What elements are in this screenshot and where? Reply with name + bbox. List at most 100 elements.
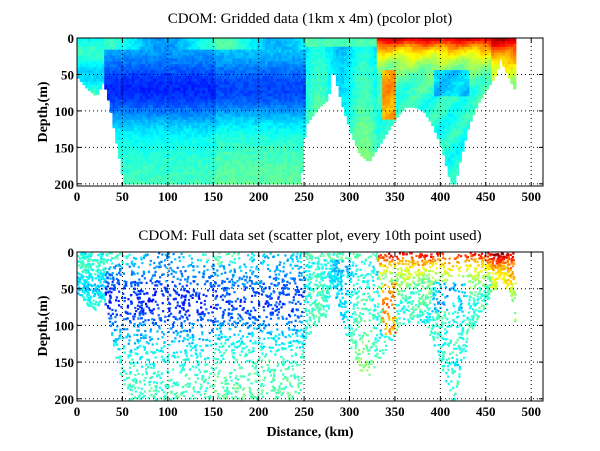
pcolor-cell xyxy=(278,128,282,132)
pcolor-cell xyxy=(126,90,130,95)
pcolor-cell xyxy=(284,90,288,95)
pcolor-cell xyxy=(240,90,244,95)
pcolor-cell xyxy=(300,163,304,167)
pcolor-cell xyxy=(106,38,111,42)
pcolor-cell xyxy=(164,70,168,74)
pcolor-cell xyxy=(158,87,163,92)
pcolor-cell xyxy=(199,64,203,68)
pcolor-cell xyxy=(112,107,116,112)
pcolor-cell xyxy=(265,43,269,48)
pcolor-cell xyxy=(156,125,160,130)
pcolor-cell xyxy=(202,102,206,106)
pcolor-cell xyxy=(316,67,321,71)
pcolor-cell xyxy=(243,122,247,127)
pcolor-cell xyxy=(297,119,302,124)
pcolor-cell xyxy=(164,172,168,176)
pcolor-cell xyxy=(278,140,282,144)
pcolor-cell xyxy=(265,166,269,170)
pcolor-cell xyxy=(112,43,116,48)
pcolor-cell xyxy=(259,90,263,95)
pcolor-cell xyxy=(417,90,421,95)
pcolor-cell xyxy=(349,96,353,100)
pcolor-cell xyxy=(180,122,184,127)
pcolor-cell xyxy=(316,46,321,51)
pcolor-cell xyxy=(191,96,195,100)
pcolor-cell xyxy=(117,46,122,51)
pcolor-cell xyxy=(191,40,195,45)
pcolor-cell xyxy=(115,105,119,109)
pcolor-cell xyxy=(265,177,269,182)
pcolor-cell xyxy=(335,75,340,80)
pcolor-cell xyxy=(142,96,146,100)
pcolor-cell xyxy=(417,55,421,60)
pcolor-cell xyxy=(289,131,293,135)
pcolor-cell xyxy=(139,102,144,106)
pcolor-cell xyxy=(134,107,138,112)
pcolor-cell xyxy=(289,99,293,103)
pcolor-cell xyxy=(142,49,146,54)
pcolor-cell xyxy=(90,78,94,83)
pcolor-cell xyxy=(349,75,353,80)
pcolor-cell xyxy=(128,134,133,138)
pcolor-cell xyxy=(98,64,103,68)
pcolor-cell xyxy=(215,154,220,159)
pcolor-cell xyxy=(341,58,345,62)
pcolor-cell xyxy=(101,64,105,68)
pcolor-cell xyxy=(106,61,111,65)
pcolor-cell xyxy=(101,38,105,42)
pcolor-cell xyxy=(117,140,122,144)
pcolor-cell xyxy=(145,131,149,135)
pcolor-cell xyxy=(275,131,280,135)
pcolor-cell xyxy=(371,96,375,100)
pcolor-cell xyxy=(406,61,411,65)
pcolor-cell xyxy=(406,72,411,77)
pcolor-cell xyxy=(349,125,353,130)
pcolor-cell xyxy=(409,46,413,51)
pcolor-cell xyxy=(256,67,261,71)
pcolor-cell xyxy=(109,110,114,113)
pcolor-cell xyxy=(365,70,370,74)
pcolor-cell xyxy=(303,128,307,132)
pcolor-cell xyxy=(147,151,152,156)
pcolor-cell xyxy=(221,145,225,150)
pcolor-cell xyxy=(221,142,225,147)
pcolor-cell xyxy=(314,87,318,92)
pcolor-cell xyxy=(259,116,263,121)
pcolor-cell xyxy=(169,70,173,74)
pcolor-cell xyxy=(180,87,184,92)
pcolor-cell xyxy=(164,110,168,115)
pcolor-cell xyxy=(196,64,201,68)
pcolor-cell xyxy=(275,99,280,103)
pcolor-cell xyxy=(420,61,424,65)
pcolor-cell xyxy=(221,43,225,48)
pcolor-cell xyxy=(286,137,291,141)
pcolor-cell xyxy=(232,90,236,95)
pcolor-cell xyxy=(278,93,282,97)
pcolor-cell xyxy=(115,84,119,89)
pcolor-cell xyxy=(376,43,381,48)
pcolor-cell xyxy=(150,81,154,86)
pcolor-cell xyxy=(330,46,334,51)
pcolor-cell xyxy=(188,102,193,106)
pcolor-cell xyxy=(303,52,307,57)
pcolor-cell xyxy=(333,46,337,51)
pcolor-cell xyxy=(188,113,193,118)
pcolor-cell xyxy=(259,93,263,97)
pcolor-cell xyxy=(327,46,332,51)
pcolor-cell xyxy=(281,142,285,147)
pcolor-cell xyxy=(327,61,332,65)
pcolor-cell xyxy=(286,93,291,97)
pcolor-cell xyxy=(145,122,149,127)
pcolor-cell xyxy=(379,99,383,103)
pcolor-cell xyxy=(401,46,405,51)
pcolor-cell xyxy=(196,131,201,135)
pcolor-cell xyxy=(393,90,397,95)
pcolor-cell xyxy=(202,55,206,60)
pcolor-cell xyxy=(153,43,157,48)
pcolor-cell xyxy=(254,58,258,62)
pcolor-cell xyxy=(357,137,362,141)
pcolor-cell xyxy=(360,84,364,89)
pcolor-cell xyxy=(128,166,133,170)
pcolor-cell xyxy=(297,116,302,121)
pcolor-cell xyxy=(273,142,277,147)
